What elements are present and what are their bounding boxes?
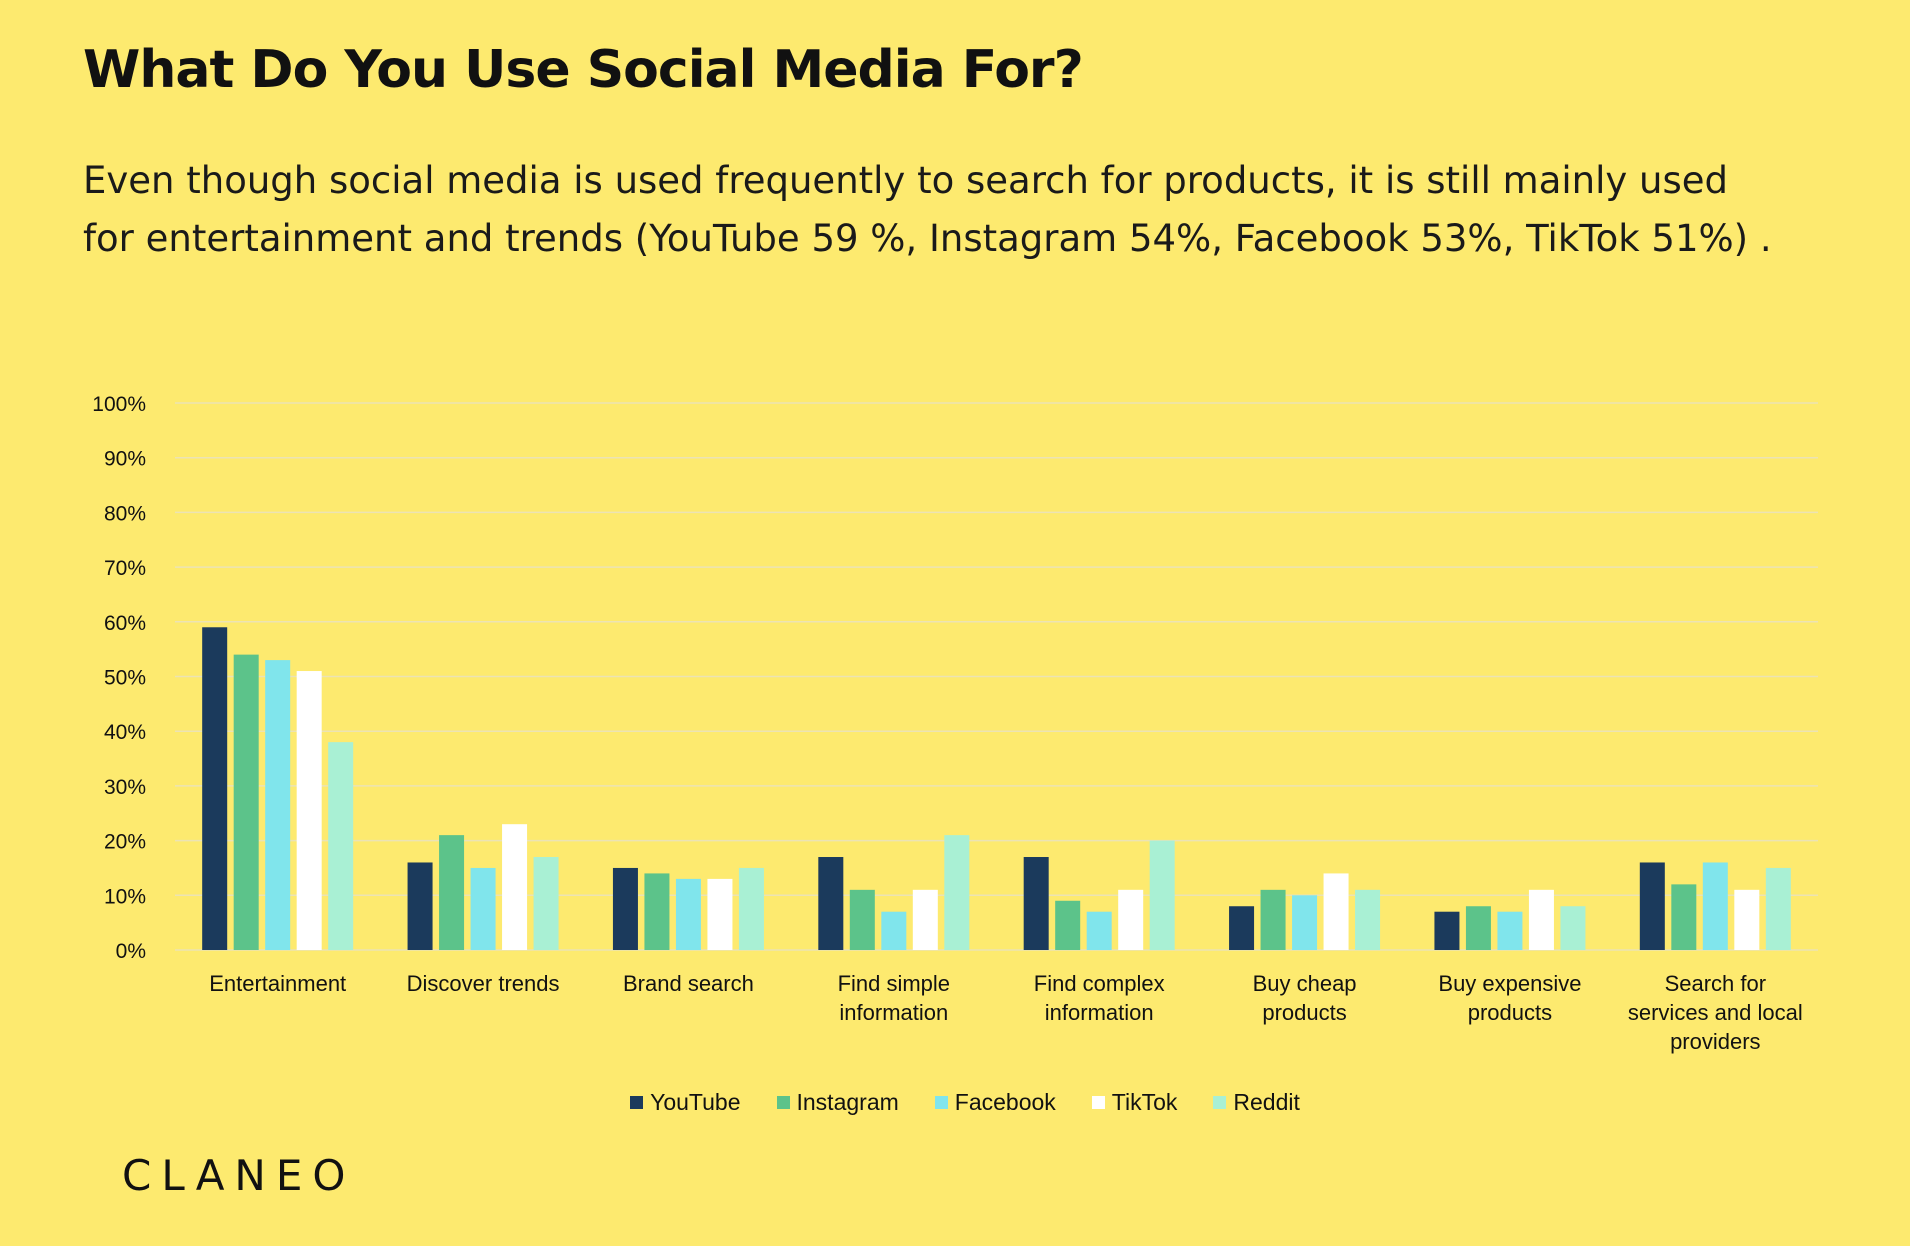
bar-tiktok (1734, 889, 1760, 950)
x-axis-labels: Entertainment Discover trends Brand search… (209, 971, 1803, 1054)
bar-tiktok (1118, 889, 1144, 950)
y-axis-ticks: 0% 10% 20% 30% 40% 50% 60% 70% 80% 90% 100% (92, 393, 146, 963)
legend-label: Facebook (954, 1089, 1056, 1115)
bar-reddit (738, 867, 764, 950)
y-tick-label: 60% (104, 612, 146, 635)
bar-reddit (944, 835, 970, 950)
bar-tiktok (502, 824, 528, 950)
bar-tiktok (912, 889, 938, 950)
bar-youtube (1229, 906, 1255, 950)
legend-label: YouTube (650, 1089, 741, 1115)
bar-youtube (1023, 857, 1049, 950)
y-tick-label: 20% (104, 831, 146, 854)
chart-legend: YouTube Instagram Facebook TikTok Reddit (0, 1089, 1910, 1116)
legend-item-reddit: Reddit (1213, 1089, 1300, 1116)
bar-youtube (1639, 862, 1665, 950)
chart-subtitle: Even though social media is used frequen… (83, 159, 1772, 260)
x-tick-label: Find simple information (838, 971, 950, 1025)
bar-instagram (439, 835, 465, 950)
bar-instagram (644, 873, 670, 950)
bar-instagram (1055, 900, 1081, 950)
bar-tiktok (707, 878, 733, 950)
bar-facebook (1497, 911, 1523, 950)
x-tick-label: Entertainment (209, 971, 346, 996)
bar-tiktok (296, 671, 322, 950)
x-tick-label: Buy expensive products (1438, 971, 1581, 1025)
bar-chart: 0% 10% 20% 30% 40% 50% 60% 70% 80% 90% 100% Entert… (92, 393, 1818, 1054)
legend-item-youtube: YouTube (630, 1089, 741, 1116)
x-tick-label: Discover trends (407, 971, 560, 996)
claneo-logo: CLANEO (122, 1151, 356, 1200)
bar-reddit (328, 742, 354, 950)
y-tick-label: 90% (104, 448, 146, 471)
y-tick-label: 10% (104, 885, 146, 908)
bars (202, 627, 1791, 950)
bar-youtube (1434, 911, 1460, 950)
x-tick-label: Search for services and local providers (1628, 971, 1803, 1054)
legend-swatch (1213, 1096, 1227, 1109)
bar-youtube (407, 862, 433, 950)
bar-youtube (202, 627, 228, 950)
bar-instagram (1671, 884, 1697, 950)
bar-reddit (1149, 840, 1175, 950)
bar-instagram (849, 889, 875, 950)
bar-youtube (612, 867, 638, 950)
legend-swatch (934, 1096, 948, 1109)
bar-facebook (265, 660, 291, 950)
y-tick-label: 40% (104, 721, 146, 744)
bar-tiktok (1323, 873, 1349, 950)
legend-item-instagram: Instagram (776, 1089, 899, 1116)
legend-swatch (1091, 1096, 1105, 1109)
y-tick-label: 80% (104, 502, 146, 525)
bar-instagram (233, 654, 259, 950)
bar-instagram (1465, 906, 1491, 950)
y-tick-label: 100% (92, 393, 146, 416)
legend-swatch (776, 1096, 790, 1109)
chart-title: What Do You Use Social Media For? (83, 40, 1084, 100)
legend-label: Instagram (796, 1089, 899, 1115)
legend-item-facebook: Facebook (934, 1089, 1056, 1116)
bar-facebook (470, 867, 496, 950)
bar-reddit (1765, 867, 1791, 950)
x-tick-label: Find complex information (1034, 971, 1165, 1025)
bar-instagram (1260, 889, 1286, 950)
legend-label: Reddit (1233, 1089, 1300, 1115)
y-tick-label: 0% (116, 940, 146, 963)
legend-swatch (630, 1096, 644, 1109)
bar-reddit (1355, 889, 1381, 950)
bar-facebook (675, 878, 701, 950)
bar-facebook (881, 911, 907, 950)
bar-youtube (818, 857, 844, 950)
x-tick-label: Brand search (623, 971, 754, 996)
y-tick-label: 70% (104, 557, 146, 580)
bar-facebook (1086, 911, 1112, 950)
bar-facebook (1702, 862, 1728, 950)
x-tick-label: Buy cheap products (1253, 971, 1357, 1025)
bar-reddit (533, 857, 559, 950)
y-tick-label: 30% (104, 776, 146, 799)
legend-item-tiktok: TikTok (1091, 1089, 1178, 1116)
legend-label: TikTok (1111, 1089, 1178, 1115)
bar-facebook (1292, 895, 1318, 950)
bar-tiktok (1528, 889, 1554, 950)
bar-reddit (1560, 906, 1586, 950)
y-tick-label: 50% (104, 667, 146, 690)
